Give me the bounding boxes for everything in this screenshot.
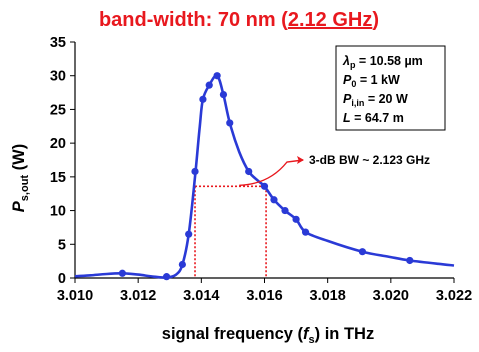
data-point	[213, 72, 221, 80]
y-tick-label: 15	[50, 170, 66, 186]
data-point	[358, 248, 367, 256]
data-point	[199, 95, 207, 103]
y-tick-label: 35	[50, 35, 66, 51]
x-tick-label: 3.022	[436, 288, 472, 304]
x-tick-label: 3.010	[57, 288, 93, 304]
legend-item: P0 = 1 kW	[343, 73, 400, 89]
data-point	[205, 81, 213, 89]
y-tick-label: 0	[58, 271, 66, 287]
y-tick-label: 25	[50, 102, 66, 118]
data-point	[292, 215, 300, 223]
y-tick-label: 10	[50, 204, 66, 220]
x-tick-label: 3.020	[373, 288, 409, 304]
x-tick-label: 3.018	[310, 288, 346, 304]
data-point	[118, 269, 126, 277]
data-point	[245, 167, 253, 176]
data-point	[260, 182, 269, 190]
y-tick-label: 5	[58, 237, 66, 253]
legend-item: L = 64.7 m	[343, 111, 404, 125]
annotation-arrow-head	[297, 156, 304, 164]
data-point	[185, 230, 193, 238]
data-point	[226, 119, 234, 127]
data-point	[281, 206, 289, 215]
x-axis-label: signal frequency (fs) in THz	[162, 325, 374, 346]
y-tick-label: 20	[50, 136, 66, 152]
y-axis-label: Ps,out (W)	[10, 144, 31, 212]
data-point	[178, 260, 186, 269]
data-point	[191, 167, 199, 176]
data-point	[219, 90, 228, 99]
title-prefix: band-width: 70 nm (	[99, 9, 288, 31]
bandwidth-annotation: 3-dB BW ~ 2.123 GHz	[309, 153, 430, 167]
legend: λp = 10.58 µm P0 = 1 kW Pi,in = 20 W L =…	[335, 45, 446, 131]
legend-box	[335, 45, 446, 131]
x-tick-label: 3.014	[183, 288, 219, 304]
legend-item: λp = 10.58 µm	[342, 54, 423, 70]
annotation-arrow-line	[239, 159, 304, 186]
data-point	[301, 228, 310, 236]
data-point	[406, 256, 414, 265]
plot-area: 0 5 10 15 20 25 30 35 3.010 3.012 3.014 3.016 3.018 3…	[50, 35, 472, 304]
y-tick-label: 30	[50, 69, 66, 85]
title-highlight: 2.12 GHz	[288, 9, 372, 31]
chart-title: band-width: 70 nm (2.12 GHz)	[99, 9, 379, 31]
data-point	[270, 196, 278, 204]
x-tick-label: 3.016	[246, 288, 282, 304]
title-suffix: )	[372, 9, 379, 31]
x-tick-label: 3.012	[120, 288, 156, 304]
data-point	[162, 273, 171, 281]
legend-item: Pi,in = 20 W	[343, 92, 408, 108]
